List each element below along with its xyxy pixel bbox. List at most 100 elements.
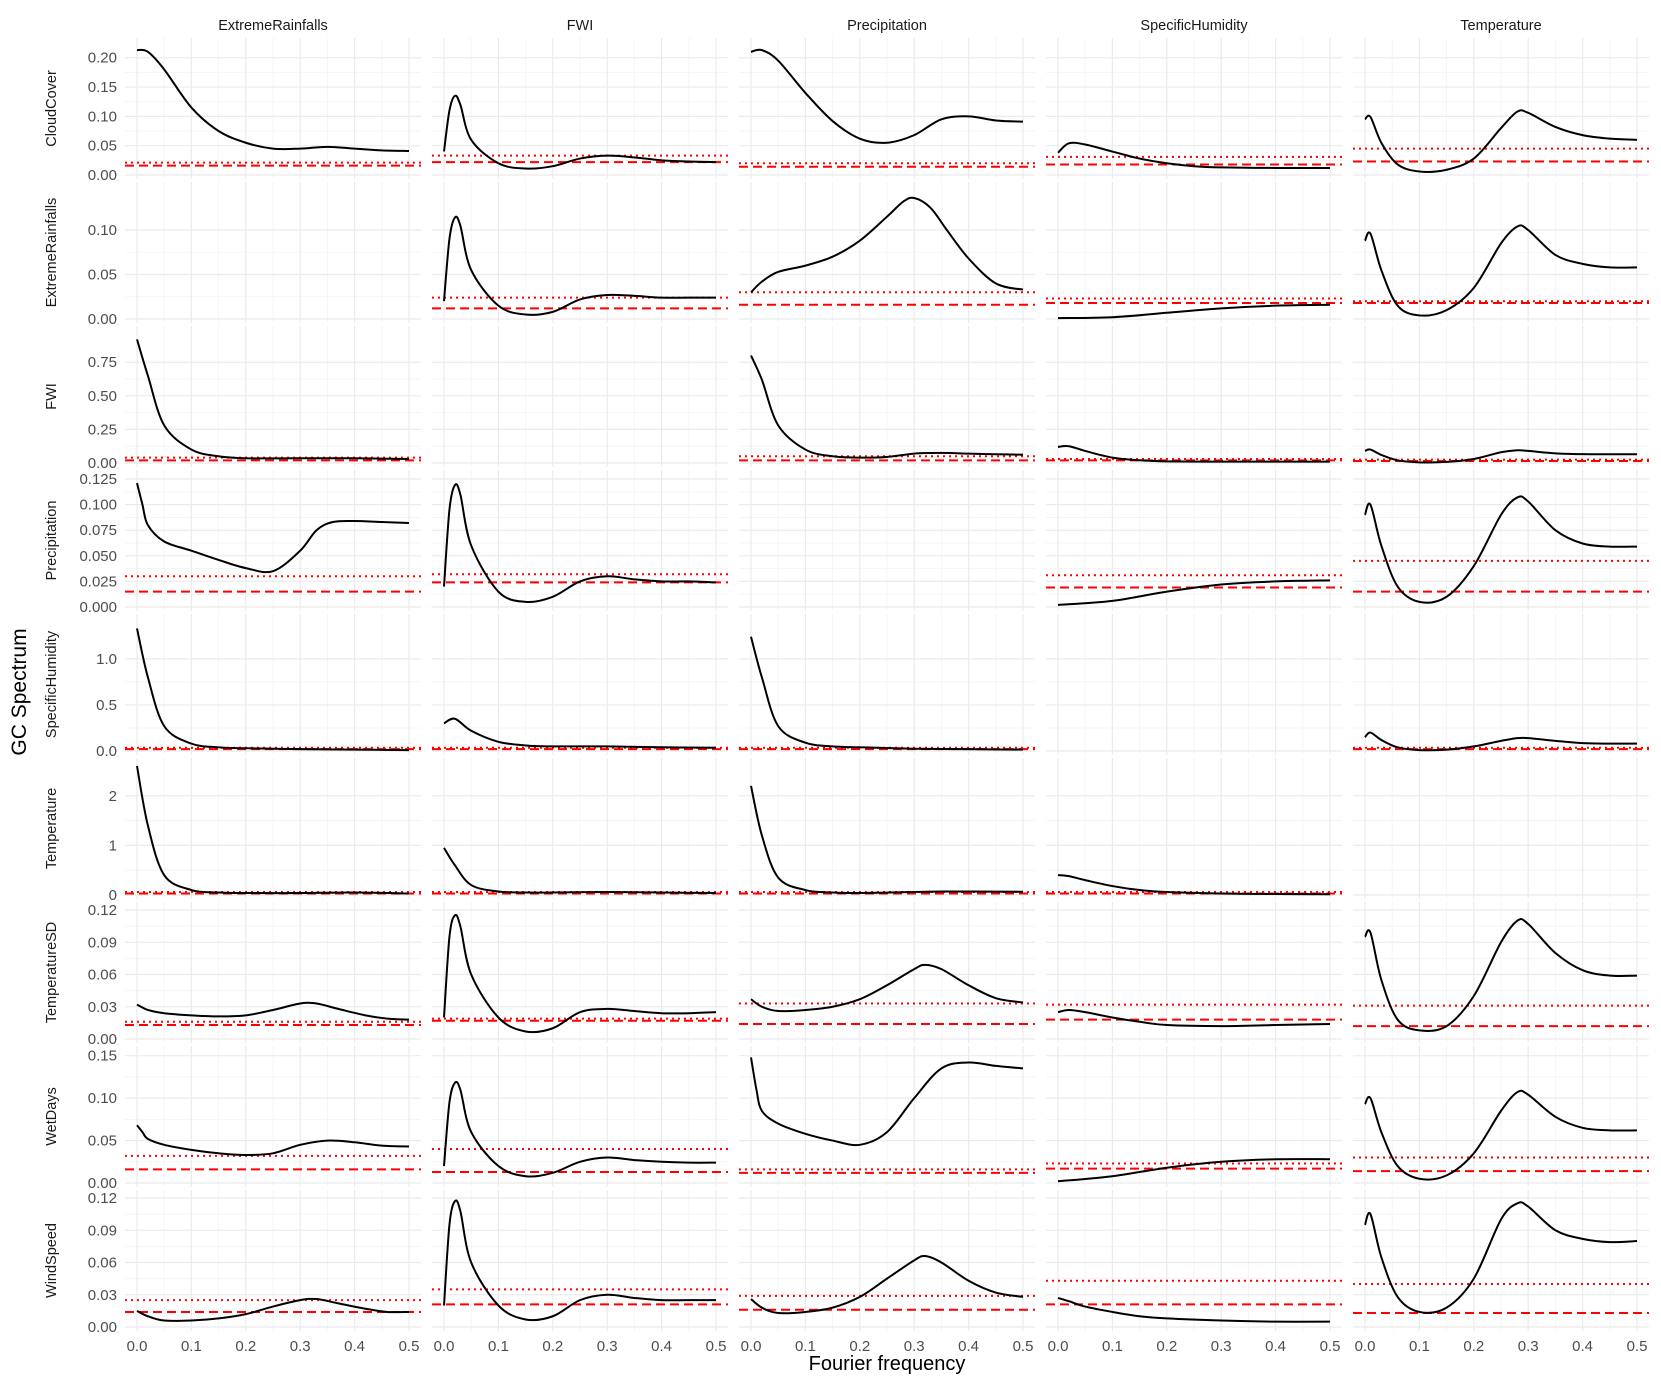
y-tick-label: 0.15 [88, 1048, 117, 1065]
spectrum-line [443, 483, 717, 604]
spectrum-line [1364, 448, 1638, 464]
panel-cloud-cover-temperature [1353, 38, 1649, 179]
y-tick-label: 0.5 [96, 697, 117, 714]
spectrum-line [136, 628, 410, 752]
y-tick-label: 0.12 [88, 1190, 117, 1207]
y-tick-label: 0.00 [88, 455, 117, 472]
panel-temperature-precipitation [739, 758, 1035, 899]
spectrum-line [443, 913, 717, 1034]
y-tick-label: 0.00 [88, 1175, 117, 1192]
y-tick-label: 0.025 [79, 573, 117, 590]
row-label-wet-days: WetDays [44, 1087, 60, 1146]
panel-wind-speed-temperature [1353, 1190, 1649, 1331]
spectrum-line [750, 1254, 1024, 1315]
strip-label-specific-humidity: SpecificHumidity [1140, 18, 1248, 34]
x-tick-label: 0.4 [958, 1338, 979, 1355]
column-strip-labels: ExtremeRainfalls FWI Precipitation Specific… [44, 18, 1647, 1355]
panel-specific-humidity-fwi [432, 614, 728, 755]
panel-wet-days-precipitation [739, 1046, 1035, 1187]
x-tick-label: 0.2 [235, 1338, 256, 1355]
panel-specific-humidity-specific-humidity [1046, 614, 1342, 755]
y-tick-label: 0.00 [88, 1319, 117, 1336]
panel-wet-days-specific-humidity [1046, 1046, 1342, 1187]
x-tick-label: 0.5 [1013, 1338, 1034, 1355]
y-tick-label: 0.05 [88, 1133, 117, 1150]
y-tick-label: 0.075 [79, 522, 117, 539]
panel-specific-humidity-temperature [1353, 614, 1649, 755]
x-tick-label: 0.2 [1156, 1338, 1177, 1355]
spectrum-line [443, 215, 716, 316]
spectrum-line [1057, 141, 1331, 170]
axis-titles: Fourier frequency GC Spectrum [8, 628, 965, 1375]
y-tick-label: 0.12 [88, 902, 117, 919]
y-tick-label: 0.0 [96, 743, 117, 760]
spectrum-line [750, 1057, 1024, 1147]
row-label-wind-speed: WindSpeed [44, 1223, 60, 1298]
panel-temperature-sd-specific-humidity [1046, 902, 1342, 1043]
row-label-cloud-cover: CloudCover [44, 70, 60, 147]
panel-wet-days-temperature [1353, 1046, 1649, 1187]
spectrum-line [1057, 1297, 1331, 1323]
panel-temperature-sd-temperature [1353, 902, 1649, 1043]
spectrum-line [443, 94, 717, 170]
panel-fwi-precipitation [739, 326, 1035, 467]
panel-cloud-cover-fwi [432, 38, 728, 179]
x-tick-label: 0.4 [651, 1338, 672, 1355]
panel-wet-days-fwi [432, 1046, 728, 1187]
panel-precipitation-temperature [1353, 470, 1649, 611]
spectrum-line [136, 1297, 410, 1322]
panel-extreme-rainfalls-precipitation [739, 182, 1035, 323]
y-tick-label: 0.20 [88, 50, 117, 67]
x-tick-label: 0.5 [706, 1338, 727, 1355]
y-tick-label: 1.0 [96, 651, 117, 668]
panel-wind-speed-specific-humidity [1046, 1190, 1342, 1331]
x-tick-label: 0.1 [1409, 1338, 1430, 1355]
panel-wind-speed-extreme-rainfalls [125, 1190, 421, 1331]
y-tick-label: 0.09 [88, 934, 117, 951]
x-tick-label: 0.3 [290, 1338, 311, 1355]
panel-extreme-rainfalls-temperature [1353, 182, 1649, 323]
spectrum-line [136, 1001, 410, 1021]
spectrum-line [1364, 224, 1638, 317]
x-tick-label: 0.1 [795, 1338, 816, 1355]
panel-cloud-cover-extreme-rainfalls [125, 38, 421, 179]
y-tick-label: 0.05 [88, 138, 117, 155]
x-tick-label: 0.3 [904, 1338, 925, 1355]
y-tick-label: 0 [109, 887, 117, 904]
panel-fwi-extreme-rainfalls [125, 326, 421, 467]
x-tick-label: 0.1 [1102, 1338, 1123, 1355]
x-tick-label: 0.4 [1265, 1338, 1286, 1355]
y-tick-label: 0.00 [88, 311, 117, 328]
spectrum-line [1364, 1201, 1638, 1314]
y-tick-label: 0.15 [88, 79, 117, 96]
y-tick-label: 0.03 [88, 999, 117, 1016]
row-label-temperature-sd: TemperatureSD [44, 922, 60, 1024]
x-tick-label: 0.0 [1355, 1338, 1376, 1355]
panel-precipitation-extreme-rainfalls [125, 470, 421, 611]
strip-label-precipitation: Precipitation [847, 18, 927, 34]
panel-wet-days-extreme-rainfalls [125, 1046, 421, 1187]
x-tick-label: 0.5 [1627, 1338, 1648, 1355]
y-tick-label: 0.125 [79, 471, 117, 488]
x-tick-label: 0.2 [542, 1338, 563, 1355]
x-tick-label: 0.0 [127, 1338, 148, 1355]
strip-label-fwi: FWI [567, 18, 594, 34]
y-tick-label: 0.06 [88, 967, 117, 984]
panel-fwi-fwi [432, 326, 728, 467]
x-tick-label: 0.5 [399, 1338, 420, 1355]
panel-temperature-temperature [1353, 758, 1649, 899]
panel-precipitation-specific-humidity [1046, 470, 1342, 611]
row-label-fwi: FWI [44, 383, 60, 410]
spectrum-line [136, 48, 410, 152]
row-label-precipitation: Precipitation [44, 501, 60, 581]
panel-cloud-cover-precipitation [739, 38, 1035, 179]
row-label-specific-humidity: SpecificHumidity [44, 630, 60, 738]
x-tick-label: 0.5 [1320, 1338, 1341, 1355]
panel-precipitation-precipitation [739, 470, 1035, 611]
x-tick-label: 0.4 [344, 1338, 365, 1355]
spectrum-line [136, 1124, 410, 1156]
spectrum-line [1057, 1008, 1331, 1028]
panel-extreme-rainfalls-specific-humidity [1046, 182, 1342, 323]
y-axis-title: GC Spectrum [8, 628, 31, 755]
